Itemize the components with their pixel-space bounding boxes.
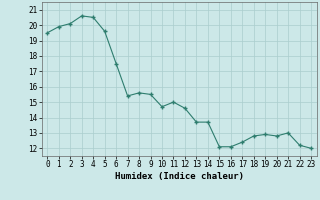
X-axis label: Humidex (Indice chaleur): Humidex (Indice chaleur) [115,172,244,181]
